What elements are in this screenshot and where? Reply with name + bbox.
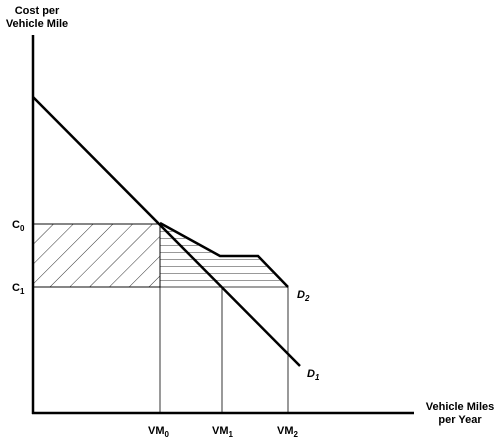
label-text: VM (277, 425, 294, 437)
x-axis-label: Vehicle Miles per Year (426, 401, 494, 426)
diagonal-hatch-area (32, 223, 161, 288)
label-text: VM (212, 425, 229, 437)
label-text: per Year (438, 414, 482, 426)
label-text: Vehicle Miles (426, 401, 494, 413)
label-text: C (12, 219, 20, 231)
label-text: Vehicle Mile (6, 18, 68, 30)
subscript: 0 (20, 224, 25, 233)
x-mark-label: VM0 (148, 425, 170, 439)
x-mark-label: VM1 (212, 425, 234, 439)
subscript: 0 (165, 430, 170, 439)
label-text: D (297, 289, 305, 301)
label-text: Cost per (15, 5, 60, 17)
horizontal-hatch-area (160, 224, 288, 287)
label-text: D (307, 368, 315, 380)
curve-label: D1 (307, 368, 320, 382)
subscript: 1 (315, 373, 320, 382)
y-mark-label: C1 (12, 282, 25, 296)
subscript: 2 (294, 430, 299, 439)
subscript: 2 (304, 294, 310, 303)
x-mark-label: VM2 (277, 425, 299, 439)
curve-label: D2 (297, 289, 310, 303)
y-axis-label: Cost per Vehicle Mile (6, 5, 68, 30)
label-text: C (12, 282, 20, 294)
y-mark-label: C0 (12, 219, 25, 233)
guide-lines (33, 223, 289, 413)
subscript: 1 (20, 287, 25, 296)
label-text: VM (148, 425, 165, 437)
demand-curve-d1 (32, 96, 301, 367)
demand-curve-d2 (159, 221, 289, 288)
subscript: 1 (229, 430, 234, 439)
